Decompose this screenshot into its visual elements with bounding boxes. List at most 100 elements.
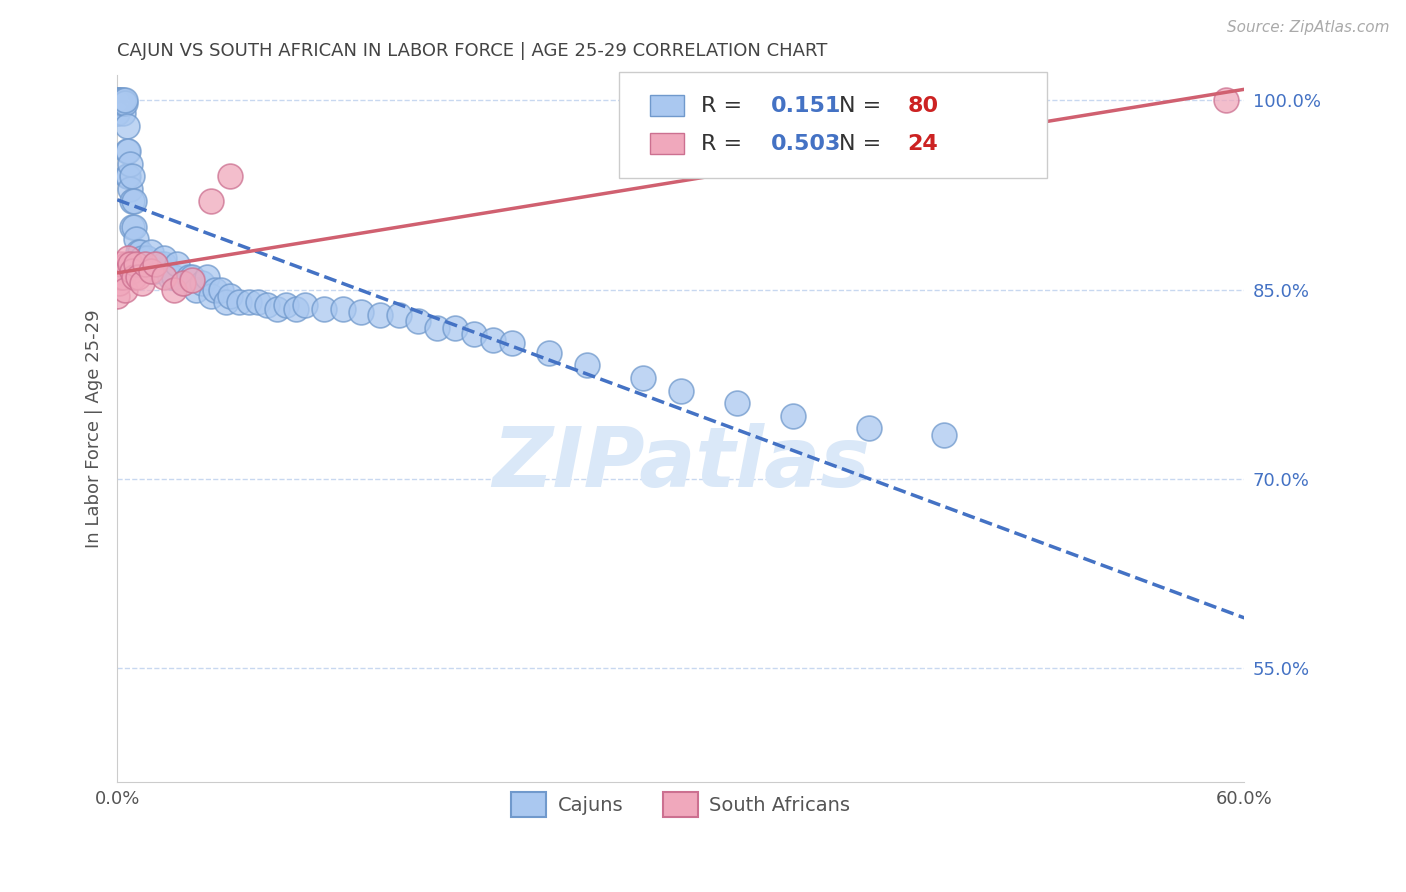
Text: CAJUN VS SOUTH AFRICAN IN LABOR FORCE | AGE 25-29 CORRELATION CHART: CAJUN VS SOUTH AFRICAN IN LABOR FORCE | … xyxy=(117,42,828,60)
Point xyxy=(108,95,131,110)
Point xyxy=(139,264,162,278)
Point xyxy=(153,251,176,265)
Point xyxy=(110,94,132,108)
Text: ZIPatlas: ZIPatlas xyxy=(492,424,870,504)
Point xyxy=(117,144,139,158)
FancyBboxPatch shape xyxy=(651,133,685,154)
Text: Source: ZipAtlas.com: Source: ZipAtlas.com xyxy=(1226,20,1389,35)
Text: 24: 24 xyxy=(907,134,938,153)
Point xyxy=(105,94,128,108)
Point xyxy=(162,283,184,297)
Point xyxy=(501,335,523,350)
Text: N =: N = xyxy=(838,134,880,153)
Point xyxy=(266,301,288,316)
Point xyxy=(136,251,159,265)
Point xyxy=(181,272,204,286)
Point xyxy=(350,305,373,319)
Point xyxy=(121,219,143,234)
Point xyxy=(111,106,134,120)
Point xyxy=(669,384,692,398)
Point xyxy=(181,270,204,285)
Y-axis label: In Labor Force | Age 25-29: In Labor Force | Age 25-29 xyxy=(86,310,103,548)
Point xyxy=(184,283,207,297)
Point xyxy=(200,194,222,209)
Point xyxy=(406,314,429,328)
Point xyxy=(125,257,148,271)
Point xyxy=(153,257,176,271)
FancyBboxPatch shape xyxy=(619,71,1047,178)
Point xyxy=(425,320,447,334)
Point xyxy=(209,283,232,297)
Point xyxy=(134,257,156,271)
Point xyxy=(110,270,132,285)
Point xyxy=(110,257,132,271)
Point xyxy=(256,298,278,312)
Point xyxy=(108,277,131,291)
Point xyxy=(148,257,170,271)
Point xyxy=(134,257,156,271)
Point xyxy=(121,264,143,278)
Point xyxy=(190,277,212,291)
Point xyxy=(166,257,188,271)
Point xyxy=(115,119,138,133)
Point xyxy=(284,301,307,316)
Text: 80: 80 xyxy=(907,95,938,116)
Point xyxy=(114,283,136,297)
Point xyxy=(444,320,467,334)
Point xyxy=(276,298,298,312)
Point xyxy=(219,289,242,303)
Point xyxy=(120,257,142,271)
Point xyxy=(131,251,153,265)
Point xyxy=(128,244,150,259)
Point xyxy=(143,264,166,278)
Point xyxy=(122,194,145,209)
Point xyxy=(575,359,598,373)
Point xyxy=(482,333,505,347)
Point xyxy=(121,194,143,209)
Point xyxy=(159,270,181,285)
Point xyxy=(932,427,955,442)
Point xyxy=(131,277,153,291)
Point xyxy=(105,289,128,303)
Point xyxy=(368,308,391,322)
Point xyxy=(204,283,226,297)
Point xyxy=(463,326,485,341)
Text: R =: R = xyxy=(702,134,749,153)
Point xyxy=(117,251,139,265)
Point xyxy=(121,169,143,183)
Point xyxy=(782,409,804,423)
Point xyxy=(725,396,748,410)
Point xyxy=(143,257,166,271)
Point xyxy=(120,182,142,196)
Point xyxy=(312,301,335,316)
Point xyxy=(108,95,131,110)
Point xyxy=(105,106,128,120)
Point xyxy=(122,219,145,234)
Point xyxy=(105,106,128,120)
Point xyxy=(200,289,222,303)
Point xyxy=(105,94,128,108)
Point xyxy=(219,169,242,183)
Point xyxy=(332,301,354,316)
Point xyxy=(538,345,561,359)
Point xyxy=(114,95,136,110)
Point xyxy=(115,144,138,158)
Point xyxy=(110,95,132,110)
Point xyxy=(215,295,238,310)
Point xyxy=(177,270,200,285)
Point xyxy=(1215,94,1237,108)
Point xyxy=(631,371,654,385)
Point xyxy=(115,257,138,271)
Text: R =: R = xyxy=(702,95,749,116)
Point xyxy=(111,94,134,108)
Text: 0.503: 0.503 xyxy=(770,134,841,153)
Point xyxy=(111,270,134,285)
Legend: Cajuns, South Africans: Cajuns, South Africans xyxy=(503,784,858,825)
Point xyxy=(125,232,148,246)
Point xyxy=(153,270,176,285)
Point xyxy=(132,257,155,271)
Point xyxy=(127,244,149,259)
Point xyxy=(125,257,148,271)
FancyBboxPatch shape xyxy=(651,95,685,116)
Point xyxy=(120,156,142,170)
